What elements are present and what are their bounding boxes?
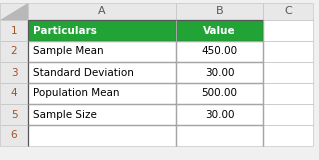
Bar xyxy=(176,104,263,125)
Bar xyxy=(263,20,313,41)
Text: 1: 1 xyxy=(11,25,17,36)
Bar xyxy=(28,125,176,146)
Bar xyxy=(0,125,28,146)
Bar xyxy=(0,62,28,83)
Text: Standard Deviation: Standard Deviation xyxy=(33,68,134,77)
Text: Sample Size: Sample Size xyxy=(33,109,97,120)
Bar xyxy=(0,3,28,20)
Bar xyxy=(176,83,263,104)
Bar xyxy=(28,41,176,62)
Text: C: C xyxy=(284,7,292,16)
Bar xyxy=(176,20,263,41)
Bar xyxy=(263,41,313,62)
Text: A: A xyxy=(98,7,106,16)
Polygon shape xyxy=(0,3,28,20)
Bar xyxy=(263,83,313,104)
Text: Value: Value xyxy=(203,25,236,36)
Bar xyxy=(28,104,176,125)
Text: B: B xyxy=(216,7,223,16)
Bar xyxy=(263,62,313,83)
Text: Particulars: Particulars xyxy=(33,25,97,36)
Text: 500.00: 500.00 xyxy=(202,88,238,99)
Bar xyxy=(263,3,313,20)
Bar xyxy=(263,125,313,146)
Bar xyxy=(28,3,176,20)
Text: Population Mean: Population Mean xyxy=(33,88,120,99)
Bar xyxy=(28,83,176,104)
Text: 450.00: 450.00 xyxy=(201,47,238,56)
Bar xyxy=(176,3,263,20)
Text: 2: 2 xyxy=(11,47,17,56)
Bar xyxy=(0,20,28,41)
Text: 30.00: 30.00 xyxy=(205,68,234,77)
Bar xyxy=(176,62,263,83)
Bar xyxy=(28,20,176,41)
Bar xyxy=(28,62,176,83)
Bar xyxy=(176,41,263,62)
Bar xyxy=(0,41,28,62)
Bar xyxy=(0,83,28,104)
Text: 6: 6 xyxy=(11,131,17,140)
Text: 5: 5 xyxy=(11,109,17,120)
Bar xyxy=(176,125,263,146)
Text: 4: 4 xyxy=(11,88,17,99)
Bar xyxy=(0,104,28,125)
Text: Sample Mean: Sample Mean xyxy=(33,47,104,56)
Bar xyxy=(263,104,313,125)
Text: 30.00: 30.00 xyxy=(205,109,234,120)
Text: 3: 3 xyxy=(11,68,17,77)
